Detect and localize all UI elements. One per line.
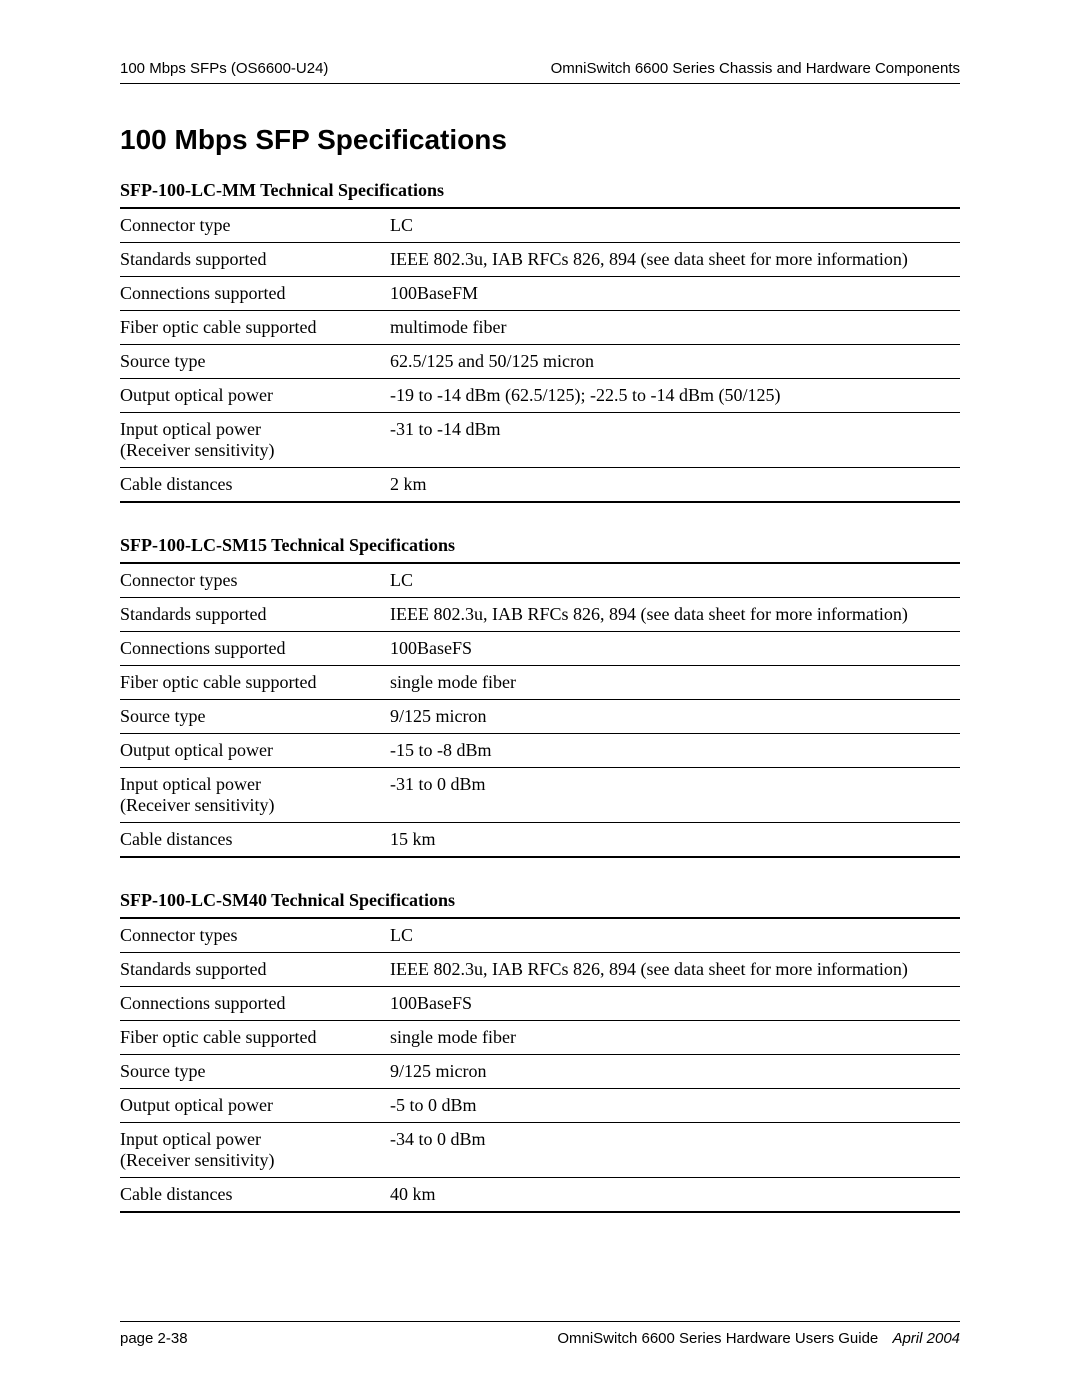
spec-label: Standards supported (120, 598, 390, 632)
spec-value: LC (390, 564, 960, 598)
footer-page-number: page 2-38 (120, 1330, 188, 1347)
spec-label: Output optical power (120, 734, 390, 768)
spec-label: Fiber optic cable supported (120, 666, 390, 700)
spec-block: SFP-100-LC-SM15 Technical Specifications… (120, 531, 960, 858)
spec-label: Connector types (120, 564, 390, 598)
spec-table: Connector typesLCStandards supportedIEEE… (120, 564, 960, 858)
spec-label: Cable distances (120, 823, 390, 858)
spec-value: single mode fiber (390, 666, 960, 700)
spec-label: Source type (120, 345, 390, 379)
table-row: Connector typeLC (120, 209, 960, 243)
header-left: 100 Mbps SFPs (OS6600-U24) (120, 60, 328, 77)
spec-table: Connector typesLCStandards supportedIEEE… (120, 919, 960, 1213)
spec-value: IEEE 802.3u, IAB RFCs 826, 894 (see data… (390, 243, 960, 277)
footer-date: April 2004 (892, 1330, 960, 1347)
spec-label: Standards supported (120, 953, 390, 987)
spec-table-title: SFP-100-LC-MM Technical Specifications (120, 176, 960, 209)
spec-label: Connector types (120, 919, 390, 953)
footer-right: OmniSwitch 6600 Series Hardware Users Gu… (557, 1330, 960, 1347)
spec-value: -15 to -8 dBm (390, 734, 960, 768)
footer-guide-title: OmniSwitch 6600 Series Hardware Users Gu… (557, 1330, 878, 1347)
spec-value: -31 to 0 dBm (390, 768, 960, 823)
table-row: Connections supported100BaseFS (120, 632, 960, 666)
table-row: Connector typesLC (120, 564, 960, 598)
table-row: Output optical power-5 to 0 dBm (120, 1089, 960, 1123)
table-row: Cable distances40 km (120, 1178, 960, 1213)
table-row: Source type62.5/125 and 50/125 micron (120, 345, 960, 379)
spec-label: Source type (120, 700, 390, 734)
spec-value: IEEE 802.3u, IAB RFCs 826, 894 (see data… (390, 953, 960, 987)
spec-table-title: SFP-100-LC-SM40 Technical Specifications (120, 886, 960, 919)
table-row: Connections supported100BaseFM (120, 277, 960, 311)
spec-value: -34 to 0 dBm (390, 1123, 960, 1178)
spec-block: SFP-100-LC-SM40 Technical Specifications… (120, 886, 960, 1213)
table-row: Fiber optic cable supportedmultimode fib… (120, 311, 960, 345)
spec-label: Output optical power (120, 379, 390, 413)
table-row: Source type9/125 micron (120, 1055, 960, 1089)
table-row: Cable distances2 km (120, 468, 960, 503)
table-row: Output optical power-15 to -8 dBm (120, 734, 960, 768)
spec-label: Input optical power(Receiver sensitivity… (120, 413, 390, 468)
spec-value: LC (390, 209, 960, 243)
spec-label: Input optical power(Receiver sensitivity… (120, 768, 390, 823)
running-header: 100 Mbps SFPs (OS6600-U24) OmniSwitch 66… (120, 60, 960, 84)
spec-table: Connector typeLCStandards supportedIEEE … (120, 209, 960, 503)
spec-value: 9/125 micron (390, 700, 960, 734)
table-row: Connections supported100BaseFS (120, 987, 960, 1021)
table-row: Input optical power(Receiver sensitivity… (120, 413, 960, 468)
spec-label: Output optical power (120, 1089, 390, 1123)
spec-label: Connections supported (120, 987, 390, 1021)
spec-value: -31 to -14 dBm (390, 413, 960, 468)
page: 100 Mbps SFPs (OS6600-U24) OmniSwitch 66… (0, 0, 1080, 1397)
spec-value: 100BaseFS (390, 987, 960, 1021)
spec-label: Fiber optic cable supported (120, 1021, 390, 1055)
spec-value: IEEE 802.3u, IAB RFCs 826, 894 (see data… (390, 598, 960, 632)
header-right: OmniSwitch 6600 Series Chassis and Hardw… (551, 60, 960, 77)
table-row: Standards supportedIEEE 802.3u, IAB RFCs… (120, 598, 960, 632)
spec-value: single mode fiber (390, 1021, 960, 1055)
section-title: 100 Mbps SFP Specifications (120, 124, 960, 156)
spec-label: Cable distances (120, 1178, 390, 1213)
spec-value: 62.5/125 and 50/125 micron (390, 345, 960, 379)
spec-label: Fiber optic cable supported (120, 311, 390, 345)
table-row: Cable distances15 km (120, 823, 960, 858)
table-row: Connector typesLC (120, 919, 960, 953)
spec-label: Connections supported (120, 277, 390, 311)
spec-value: -5 to 0 dBm (390, 1089, 960, 1123)
table-row: Standards supportedIEEE 802.3u, IAB RFCs… (120, 243, 960, 277)
spec-label: Cable distances (120, 468, 390, 503)
spec-value: 40 km (390, 1178, 960, 1213)
spec-label: Input optical power(Receiver sensitivity… (120, 1123, 390, 1178)
table-row: Fiber optic cable supportedsingle mode f… (120, 666, 960, 700)
spec-label: Connector type (120, 209, 390, 243)
table-row: Input optical power(Receiver sensitivity… (120, 1123, 960, 1178)
spec-value: 2 km (390, 468, 960, 503)
spec-value: 9/125 micron (390, 1055, 960, 1089)
spec-tables: SFP-100-LC-MM Technical SpecificationsCo… (120, 176, 960, 1213)
spec-value: 15 km (390, 823, 960, 858)
table-row: Standards supportedIEEE 802.3u, IAB RFCs… (120, 953, 960, 987)
spec-label: Standards supported (120, 243, 390, 277)
spec-value: -19 to -14 dBm (62.5/125); -22.5 to -14 … (390, 379, 960, 413)
table-row: Source type9/125 micron (120, 700, 960, 734)
spec-value: 100BaseFS (390, 632, 960, 666)
spec-value: multimode fiber (390, 311, 960, 345)
spec-block: SFP-100-LC-MM Technical SpecificationsCo… (120, 176, 960, 503)
table-row: Input optical power(Receiver sensitivity… (120, 768, 960, 823)
spec-value: LC (390, 919, 960, 953)
spec-label: Source type (120, 1055, 390, 1089)
table-row: Fiber optic cable supportedsingle mode f… (120, 1021, 960, 1055)
spec-label: Connections supported (120, 632, 390, 666)
running-footer: page 2-38 OmniSwitch 6600 Series Hardwar… (120, 1321, 960, 1347)
spec-value: 100BaseFM (390, 277, 960, 311)
table-row: Output optical power-19 to -14 dBm (62.5… (120, 379, 960, 413)
spec-table-title: SFP-100-LC-SM15 Technical Specifications (120, 531, 960, 564)
